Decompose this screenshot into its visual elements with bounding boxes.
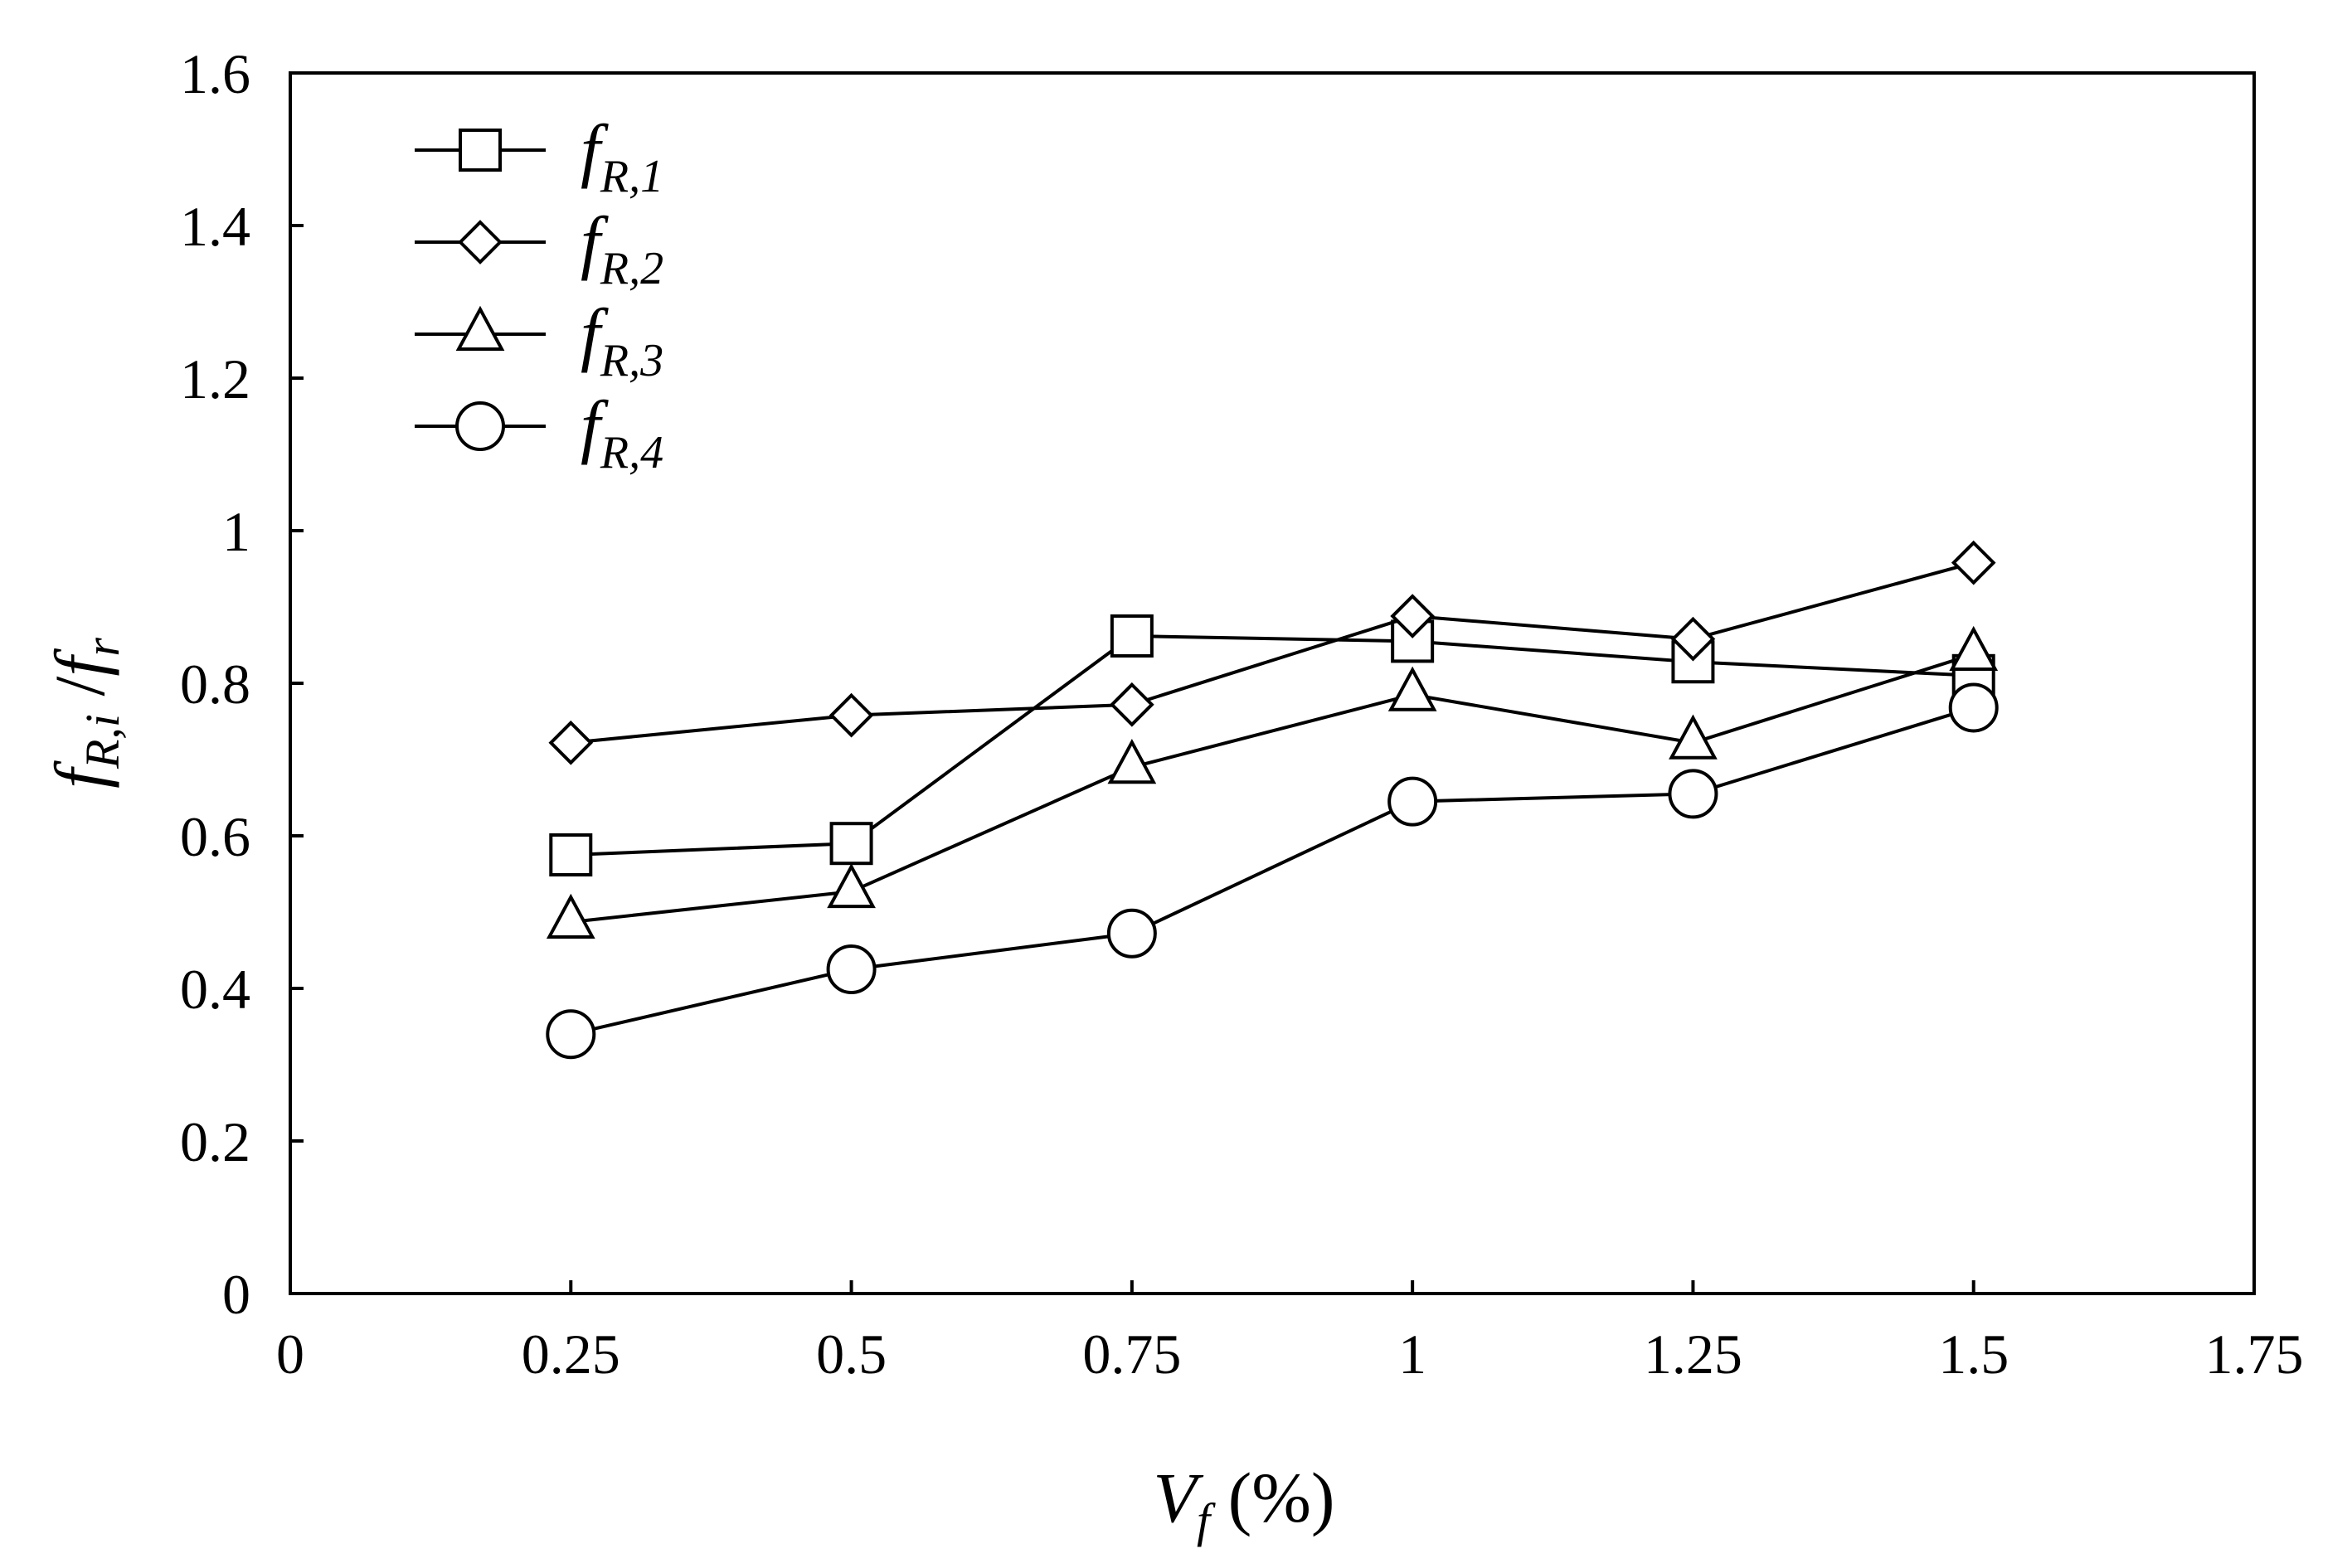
data-point [829, 822, 873, 866]
legend-marker [459, 129, 502, 172]
data-point [1670, 616, 1716, 662]
series-layer [546, 540, 1999, 1060]
legend-label: fR,3 [581, 294, 663, 386]
data-point [1110, 682, 1154, 727]
x-axis-title-unit: (%) [1210, 1458, 1334, 1537]
y-axis-title: fR,i /fr [40, 638, 129, 789]
y-tick-label: 0.6 [180, 805, 250, 868]
x-tick-label: 1.75 [2205, 1323, 2304, 1386]
x-tick-label: 1.25 [1644, 1323, 1742, 1386]
x-axis-title-main: V [1153, 1458, 1203, 1537]
data-point [827, 862, 876, 909]
series-4 [546, 682, 1999, 1060]
data-point [1390, 594, 1435, 638]
y-tick-label: 0.8 [180, 653, 250, 716]
legend-label-sub: R,1 [600, 151, 663, 202]
y-axis-title-separator: / [40, 676, 119, 714]
legend-marker [455, 305, 505, 351]
y-tick-label: 0 [222, 1263, 250, 1326]
series-line [570, 706, 1975, 1036]
y-tick-label: 1.2 [180, 347, 250, 410]
data-point [1387, 666, 1437, 711]
x-tick-label: 0 [276, 1323, 304, 1386]
legend-item: fR,2 [415, 201, 663, 294]
x-tick-label: 0.25 [522, 1323, 620, 1386]
y-tick-label: 0.2 [180, 1110, 250, 1173]
x-tick-label: 0.5 [816, 1323, 887, 1386]
legend-item: fR,3 [415, 294, 663, 386]
series-line [571, 653, 1975, 924]
y-tick-label: 0.4 [180, 958, 250, 1021]
x-tick-label: 1 [1398, 1323, 1426, 1386]
series-line [571, 634, 1974, 857]
y-axis-ticks: 0 0.2 0.4 0.6 0.8 1 1.2 1.4 1.6 [180, 42, 304, 1326]
data-point [1106, 908, 1157, 959]
series-3 [546, 625, 1999, 939]
data-point [829, 692, 874, 738]
y-tick-label: 1.4 [180, 195, 250, 258]
data-point [1110, 614, 1154, 658]
y-tick-label: 1.6 [180, 42, 250, 105]
x-tick-label: 0.75 [1082, 1323, 1181, 1386]
series-2 [548, 540, 1996, 765]
data-point [826, 944, 877, 994]
legend-label-sub: R,2 [600, 243, 663, 294]
legend: fR,1fR,2fR,3fR,4 [415, 109, 663, 478]
legend-item: fR,1 [415, 109, 663, 202]
data-point [546, 1009, 596, 1060]
data-point [546, 893, 595, 939]
legend-item: fR,4 [415, 386, 663, 478]
legend-marker [458, 220, 503, 265]
legend-label-sub: R,4 [600, 427, 663, 478]
data-point [1948, 682, 1999, 733]
y-axis-title-numerator-sub: R,i [75, 714, 129, 769]
data-point [1951, 540, 1996, 585]
y-tick-label: 1 [222, 500, 250, 563]
x-tick-label: 1.5 [1938, 1323, 2009, 1386]
data-point [1668, 769, 1718, 819]
data-point [549, 833, 593, 876]
x-axis-title: Vf (%) [1153, 1458, 1334, 1547]
data-point [548, 720, 594, 765]
x-axis-ticks: 0 0.25 0.5 0.75 1 1.25 1.5 1.75 [276, 1280, 2304, 1386]
data-point [1949, 625, 1999, 672]
data-point [1669, 714, 1718, 760]
y-axis-title-denominator-sub: r [75, 638, 129, 657]
data-point [1107, 739, 1157, 784]
series-line [571, 561, 1975, 745]
legend-label-sub: R,3 [600, 335, 663, 386]
data-point [1387, 776, 1438, 827]
legend-marker [455, 401, 505, 451]
